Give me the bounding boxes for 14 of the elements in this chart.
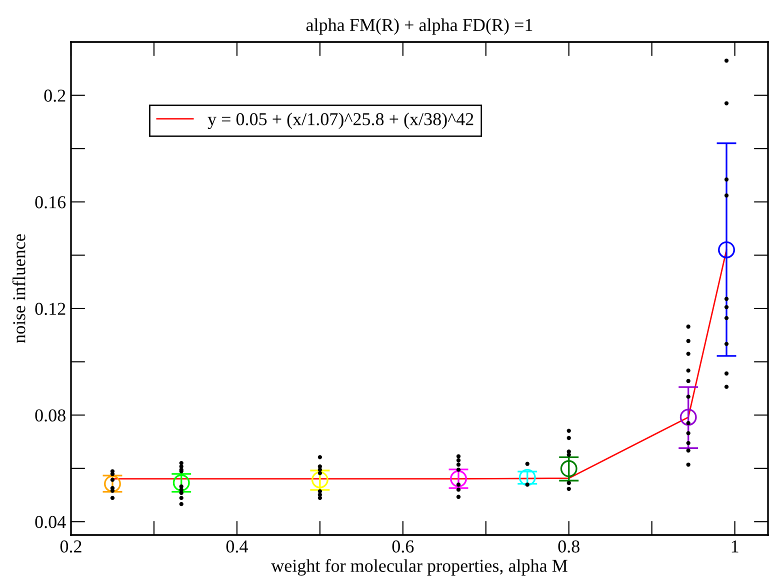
legend-label: y = 0.05 + (x/1.07)^25.8 + (x/38)^42 — [208, 112, 474, 130]
y-tick-label: 0.16 — [35, 196, 66, 208]
x-tick-label: 0.6 — [392, 540, 414, 553]
x-axis-title: weight for molecular properties, alpha M — [271, 559, 568, 576]
x-tick-label: 1 — [732, 540, 738, 552]
y-tick-label: 0.08 — [35, 409, 66, 422]
x-tick-label: 0.2 — [60, 540, 82, 553]
y-tick-label: 0.04 — [35, 516, 66, 528]
x-tick-label: 0.4 — [226, 540, 248, 553]
y-axis-title: noise influence — [12, 234, 26, 343]
chart-title: alpha FM(R) + alpha FD(R) =1 — [306, 18, 532, 35]
x-tick-label: 0.8 — [558, 540, 580, 553]
y-tick-label: 0.2 — [44, 90, 66, 102]
y-tick-label: 0.12 — [35, 302, 66, 316]
